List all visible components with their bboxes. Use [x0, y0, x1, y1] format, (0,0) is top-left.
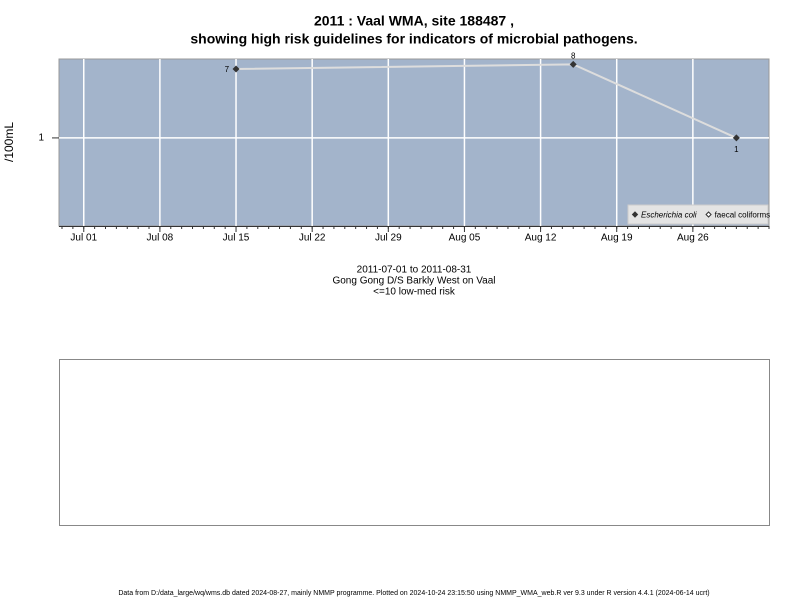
- x-tick-label: Aug 19: [601, 233, 633, 244]
- y-axis-label: /100mL: [2, 122, 16, 162]
- footer: Data from D:/data_large/wq/wms.db dated …: [118, 590, 709, 597]
- chart-title: 2011 : Vaal WMA, site 188487 ,: [314, 13, 514, 29]
- legend-label: Escherichia coli: [641, 211, 697, 220]
- legend-box: [627, 204, 769, 225]
- y-tick-label: 1: [38, 133, 44, 144]
- note: <=10 low-med risk: [373, 287, 456, 298]
- legend-marker: [705, 211, 712, 218]
- note: Gong Gong D/S Barkly West on Vaal: [332, 276, 495, 287]
- x-tick-label: Aug 05: [449, 233, 481, 244]
- data-label: 8: [571, 51, 576, 60]
- legend-marker: [631, 211, 639, 218]
- x-tick-label: Aug 12: [525, 233, 557, 244]
- x-tick-label: Jul 01: [70, 233, 97, 244]
- chart-subtitle: showing high risk guidelines for indicat…: [190, 31, 637, 47]
- data-point: [232, 65, 240, 73]
- data-label: 1: [734, 145, 739, 154]
- x-tick-label: Jul 22: [299, 233, 326, 244]
- x-tick-label: Aug 26: [677, 233, 709, 244]
- x-tick-label: Jul 15: [223, 233, 250, 244]
- data-point: [732, 134, 740, 142]
- plot-area: [58, 58, 770, 227]
- note: 2011-07-01 to 2011-08-31: [357, 265, 472, 276]
- data-label: 7: [225, 65, 230, 74]
- empty-panel: [59, 359, 770, 526]
- x-tick-label: Jul 29: [375, 233, 402, 244]
- data-point: [569, 60, 577, 68]
- legend-label: faecal coliforms: [715, 211, 771, 220]
- x-tick-label: Jul 08: [147, 233, 174, 244]
